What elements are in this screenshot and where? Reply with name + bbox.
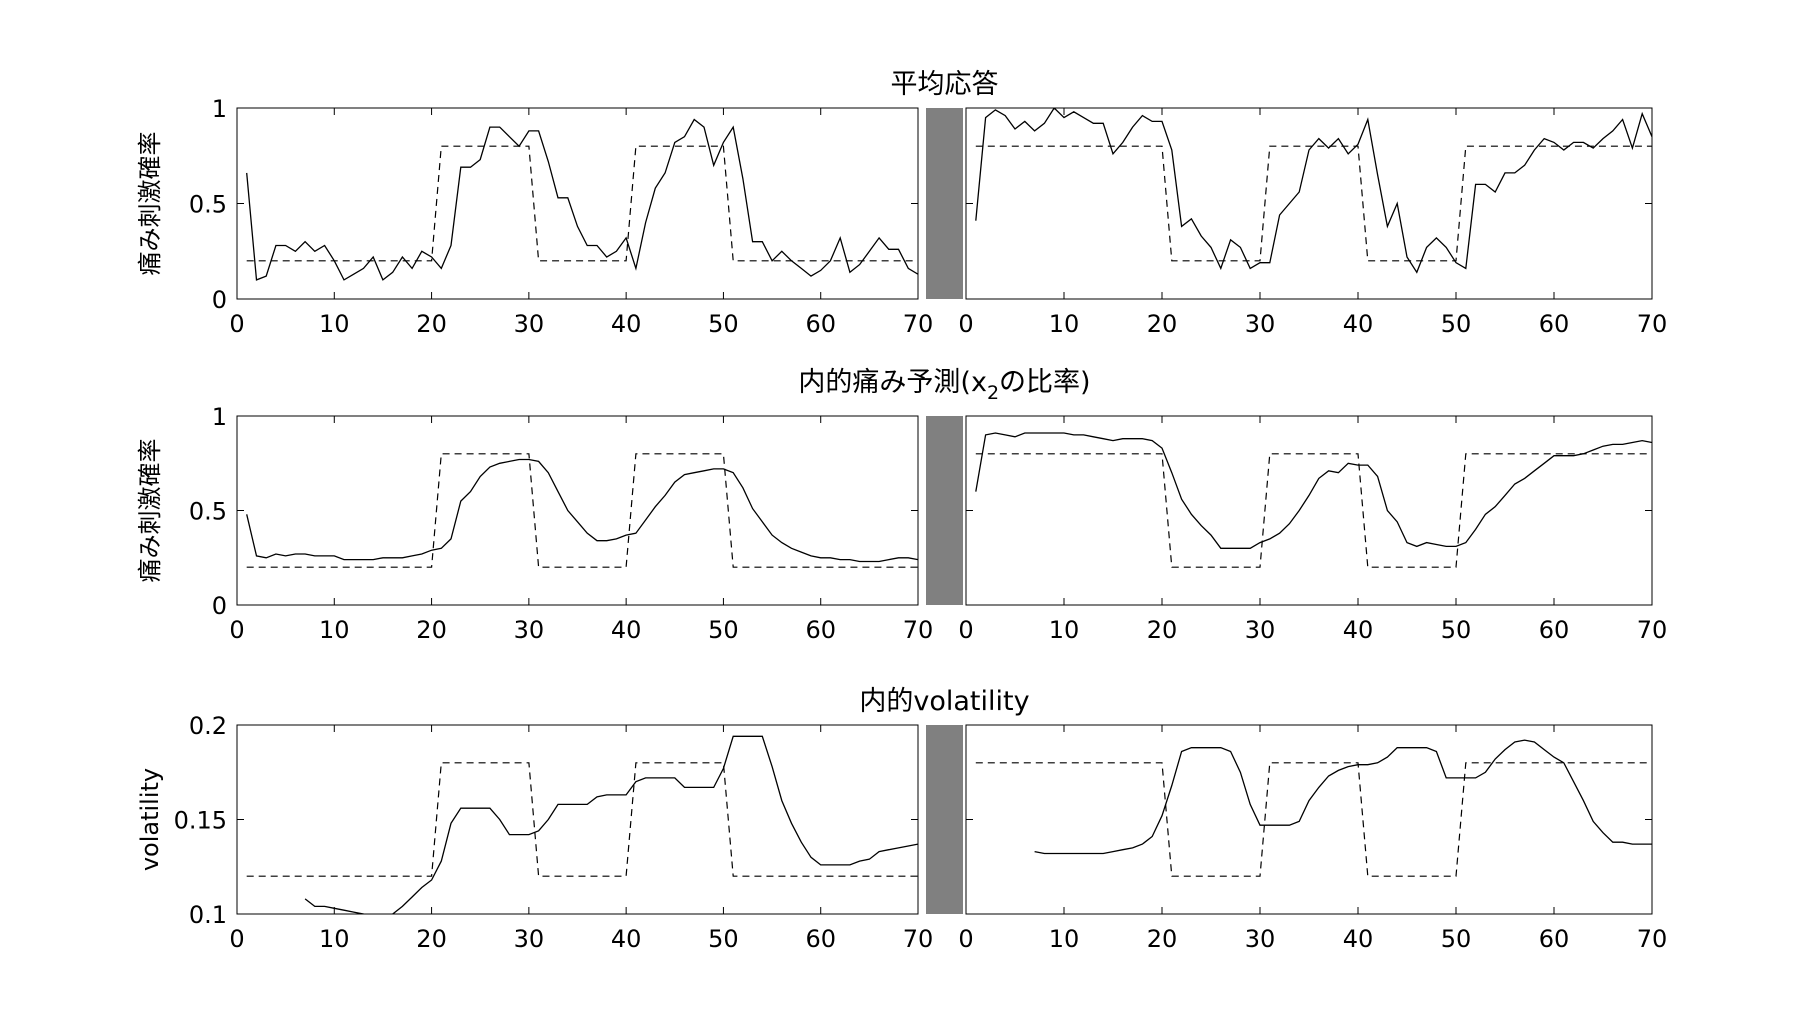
x-tick-label: 20 bbox=[1147, 925, 1178, 953]
chart-title-subscript: 2 bbox=[987, 382, 999, 404]
x-tick-label: 30 bbox=[1245, 310, 1276, 338]
x-tick-label: 60 bbox=[1539, 925, 1570, 953]
y-tick-label: 0.2 bbox=[189, 712, 227, 740]
x-tick-label: 30 bbox=[514, 616, 545, 644]
y-tick-label: 0 bbox=[212, 286, 227, 314]
y-tick-label: 0 bbox=[212, 592, 227, 620]
x-tick-label: 30 bbox=[1245, 925, 1276, 953]
chart-title-text: 内的痛み予測(x bbox=[798, 367, 987, 398]
x-tick-label: 40 bbox=[611, 310, 642, 338]
x-tick-label: 70 bbox=[1637, 925, 1668, 953]
y-axis-label: 痛み刺激確率 bbox=[136, 439, 164, 583]
y-axis-label: volatility bbox=[136, 768, 164, 871]
x-tick-label: 70 bbox=[1637, 310, 1668, 338]
series-line-true-probability-right bbox=[975, 453, 1652, 568]
series-line-true-probability-right bbox=[975, 145, 1652, 262]
x-tick-label: 0 bbox=[229, 925, 244, 953]
x-tick-label: 0 bbox=[958, 310, 973, 338]
y-axis-label: 痛み刺激確率 bbox=[136, 132, 164, 276]
x-tick-label: 30 bbox=[514, 925, 545, 953]
plot-frame-right bbox=[965, 415, 1653, 606]
x-tick-label: 60 bbox=[1539, 616, 1570, 644]
plot-frame-right bbox=[965, 107, 1653, 300]
x-tick-label: 40 bbox=[1343, 616, 1374, 644]
y-tick-label: 1 bbox=[212, 95, 227, 123]
x-tick-label: 0 bbox=[229, 616, 244, 644]
x-tick-label: 70 bbox=[903, 310, 934, 338]
x-tick-label: 70 bbox=[903, 925, 934, 953]
chart-title-text: 平均応答 bbox=[891, 69, 999, 100]
chart-title-suffix: の比率) bbox=[999, 367, 1091, 398]
x-tick-label: 10 bbox=[1049, 925, 1080, 953]
axis-break-bar bbox=[926, 108, 963, 299]
y-tick-label: 0.1 bbox=[189, 901, 227, 929]
x-tick-label: 70 bbox=[903, 616, 934, 644]
series-line-true-probability-left bbox=[246, 145, 918, 262]
x-tick-label: 50 bbox=[708, 310, 739, 338]
series-line-response-left bbox=[246, 118, 918, 281]
x-tick-label: 50 bbox=[708, 616, 739, 644]
x-tick-label: 70 bbox=[1637, 616, 1668, 644]
x-tick-label: 60 bbox=[805, 310, 836, 338]
x-tick-label: 0 bbox=[958, 925, 973, 953]
plot-frame-left bbox=[236, 415, 919, 606]
plot-frame-left bbox=[236, 724, 919, 915]
x-tick-label: 40 bbox=[611, 925, 642, 953]
x-tick-label: 60 bbox=[805, 925, 836, 953]
x-tick-label: 60 bbox=[1539, 310, 1570, 338]
series-line-response-right bbox=[975, 432, 1652, 549]
x-tick-label: 40 bbox=[611, 616, 642, 644]
x-tick-label: 10 bbox=[1049, 310, 1080, 338]
series-line-true-probability-left bbox=[246, 453, 918, 568]
x-tick-label: 40 bbox=[1343, 925, 1374, 953]
x-tick-label: 20 bbox=[416, 310, 447, 338]
x-tick-label: 0 bbox=[229, 310, 244, 338]
chart-title: 内的痛み予測(x2の比率) bbox=[798, 367, 1090, 404]
y-tick-label: 0.5 bbox=[189, 191, 227, 219]
chart-title: 内的volatility bbox=[859, 686, 1029, 717]
series-line-response-left bbox=[304, 735, 918, 914]
x-tick-label: 60 bbox=[805, 616, 836, 644]
series-line-true-probability-right bbox=[975, 762, 1652, 877]
x-tick-label: 20 bbox=[1147, 310, 1178, 338]
x-tick-label: 50 bbox=[1441, 925, 1472, 953]
x-tick-label: 0 bbox=[958, 616, 973, 644]
x-tick-label: 30 bbox=[1245, 616, 1276, 644]
y-tick-label: 0.15 bbox=[174, 807, 227, 835]
axis-break-bar bbox=[926, 725, 963, 914]
y-tick-label: 1 bbox=[212, 403, 227, 431]
x-tick-label: 30 bbox=[514, 310, 545, 338]
x-tick-label: 20 bbox=[1147, 616, 1178, 644]
x-tick-label: 50 bbox=[1441, 616, 1472, 644]
y-tick-label: 0.5 bbox=[189, 498, 227, 526]
x-tick-label: 10 bbox=[319, 616, 350, 644]
axis-break-bar bbox=[926, 416, 963, 605]
x-tick-label: 20 bbox=[416, 616, 447, 644]
x-tick-label: 50 bbox=[1441, 310, 1472, 338]
x-tick-label: 10 bbox=[319, 925, 350, 953]
x-tick-label: 20 bbox=[416, 925, 447, 953]
x-tick-label: 10 bbox=[1049, 616, 1080, 644]
x-tick-label: 40 bbox=[1343, 310, 1374, 338]
series-line-response-right bbox=[975, 108, 1652, 274]
x-tick-label: 10 bbox=[319, 310, 350, 338]
chart-title: 平均応答 bbox=[891, 69, 999, 100]
series-line-true-probability-left bbox=[246, 762, 918, 877]
series-line-response-right bbox=[1034, 739, 1652, 855]
x-tick-label: 50 bbox=[708, 925, 739, 953]
series-line-response-left bbox=[246, 458, 918, 563]
chart-title-text: 内的volatility bbox=[859, 686, 1029, 717]
